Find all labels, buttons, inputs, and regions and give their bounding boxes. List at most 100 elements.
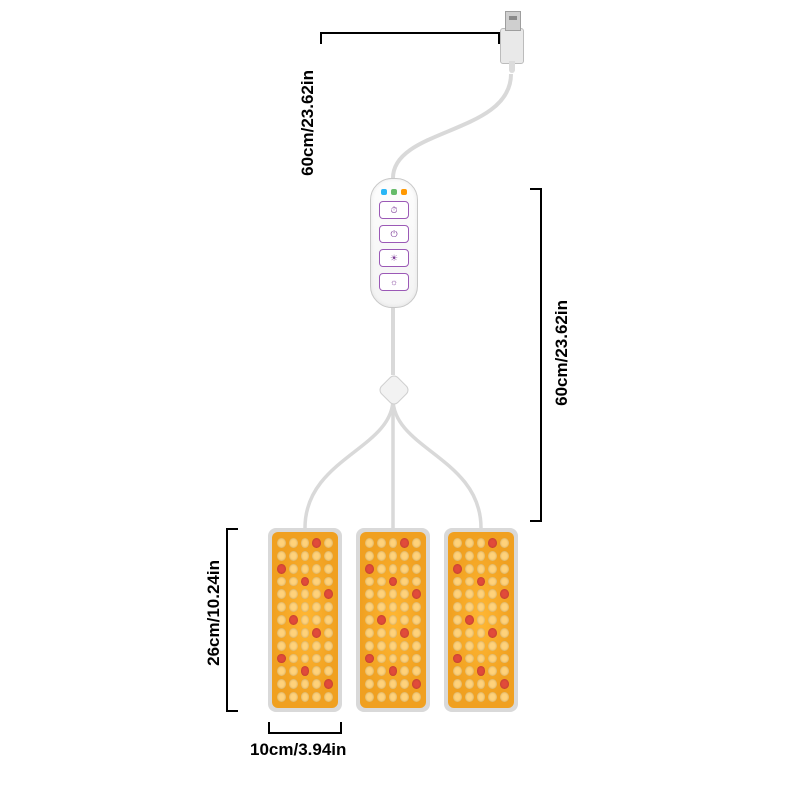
dim-tick <box>530 520 542 522</box>
led-dot <box>400 654 409 664</box>
led-dot <box>365 589 374 599</box>
led-dot <box>277 615 286 625</box>
timer-button[interactable]: ⏱ <box>379 201 409 219</box>
dim-line-panel-h <box>226 528 228 712</box>
led-dot <box>400 551 409 561</box>
led-dot <box>465 577 474 587</box>
led-dot <box>277 564 286 574</box>
led-dot <box>488 615 497 625</box>
led-panel-3 <box>444 528 518 712</box>
power-button[interactable]: ⏻ <box>379 225 409 243</box>
led-dot <box>277 654 286 664</box>
led-dot <box>365 577 374 587</box>
led-dot <box>289 666 298 676</box>
led-dot <box>488 692 497 702</box>
led-dot <box>412 577 421 587</box>
led-dot <box>465 602 474 612</box>
led-dot <box>365 692 374 702</box>
led-dot <box>301 615 310 625</box>
dim-tick <box>226 710 238 712</box>
led-dot <box>324 666 333 676</box>
usb-plug <box>500 28 524 64</box>
led-dot <box>365 654 374 664</box>
led-dot <box>400 666 409 676</box>
led-dot <box>301 654 310 664</box>
usb-tip <box>505 11 521 31</box>
led-dot <box>289 641 298 651</box>
led-dot <box>500 577 509 587</box>
led-dot <box>365 628 374 638</box>
cable-splitter <box>377 373 411 407</box>
led-dot <box>377 666 386 676</box>
led-dot <box>277 679 286 689</box>
led-dot <box>289 615 298 625</box>
led-dot <box>301 692 310 702</box>
led-dot <box>277 641 286 651</box>
led-dot <box>400 564 409 574</box>
led-dot <box>500 602 509 612</box>
led-dot <box>400 628 409 638</box>
led-dot <box>488 564 497 574</box>
led-dot <box>277 692 286 702</box>
led-dot <box>389 679 398 689</box>
led-dot <box>453 628 462 638</box>
led-dot <box>301 666 310 676</box>
led-dot <box>465 641 474 651</box>
led-dot <box>389 551 398 561</box>
controller-face: ⏱ ⏻ ☀ ☼ <box>371 179 417 291</box>
led-dot <box>277 602 286 612</box>
led-dot <box>477 692 486 702</box>
led-panel-2 <box>356 528 430 712</box>
led-dot <box>389 615 398 625</box>
led-dot <box>377 577 386 587</box>
led-dot <box>412 602 421 612</box>
dim-label-panel-w: 10cm/3.94in <box>250 740 346 760</box>
led-dot <box>500 654 509 664</box>
led-dot <box>500 551 509 561</box>
led-dot <box>477 641 486 651</box>
led-dot <box>389 602 398 612</box>
indicator-led-2 <box>391 189 397 195</box>
led-dot <box>301 589 310 599</box>
led-dot <box>312 654 321 664</box>
brightness-button[interactable]: ☼ <box>379 273 409 291</box>
led-dot <box>488 666 497 676</box>
mode-button[interactable]: ☀ <box>379 249 409 267</box>
led-dot <box>324 628 333 638</box>
dim-label-panel-h: 26cm/10.24in <box>204 560 224 666</box>
led-dot <box>377 692 386 702</box>
led-dot <box>365 564 374 574</box>
led-dot <box>301 602 310 612</box>
led-dot <box>453 679 462 689</box>
indicator-row <box>381 189 407 195</box>
led-dot <box>389 589 398 599</box>
led-dot <box>412 692 421 702</box>
dim-tick <box>268 722 270 734</box>
led-dot <box>400 615 409 625</box>
led-dot <box>389 564 398 574</box>
led-dot <box>365 551 374 561</box>
led-dot <box>289 551 298 561</box>
led-dot <box>324 615 333 625</box>
led-dot <box>465 615 474 625</box>
dim-label-lower-cable: 60cm/23.62in <box>552 300 572 406</box>
led-dot <box>377 654 386 664</box>
led-dot <box>289 577 298 587</box>
led-dot <box>488 577 497 587</box>
led-dot <box>477 602 486 612</box>
led-dot <box>277 551 286 561</box>
dim-tick <box>320 32 322 44</box>
led-dot <box>365 602 374 612</box>
led-dot <box>324 538 333 548</box>
dim-label-top-cable: 60cm/23.62in <box>298 70 318 176</box>
led-dot <box>488 679 497 689</box>
dim-line-panel-w <box>268 732 342 734</box>
led-dot <box>488 602 497 612</box>
led-dot <box>465 679 474 689</box>
led-dot <box>453 654 462 664</box>
led-dot <box>289 628 298 638</box>
led-dot <box>465 589 474 599</box>
led-dot <box>324 692 333 702</box>
led-dot <box>465 628 474 638</box>
led-dot <box>488 641 497 651</box>
